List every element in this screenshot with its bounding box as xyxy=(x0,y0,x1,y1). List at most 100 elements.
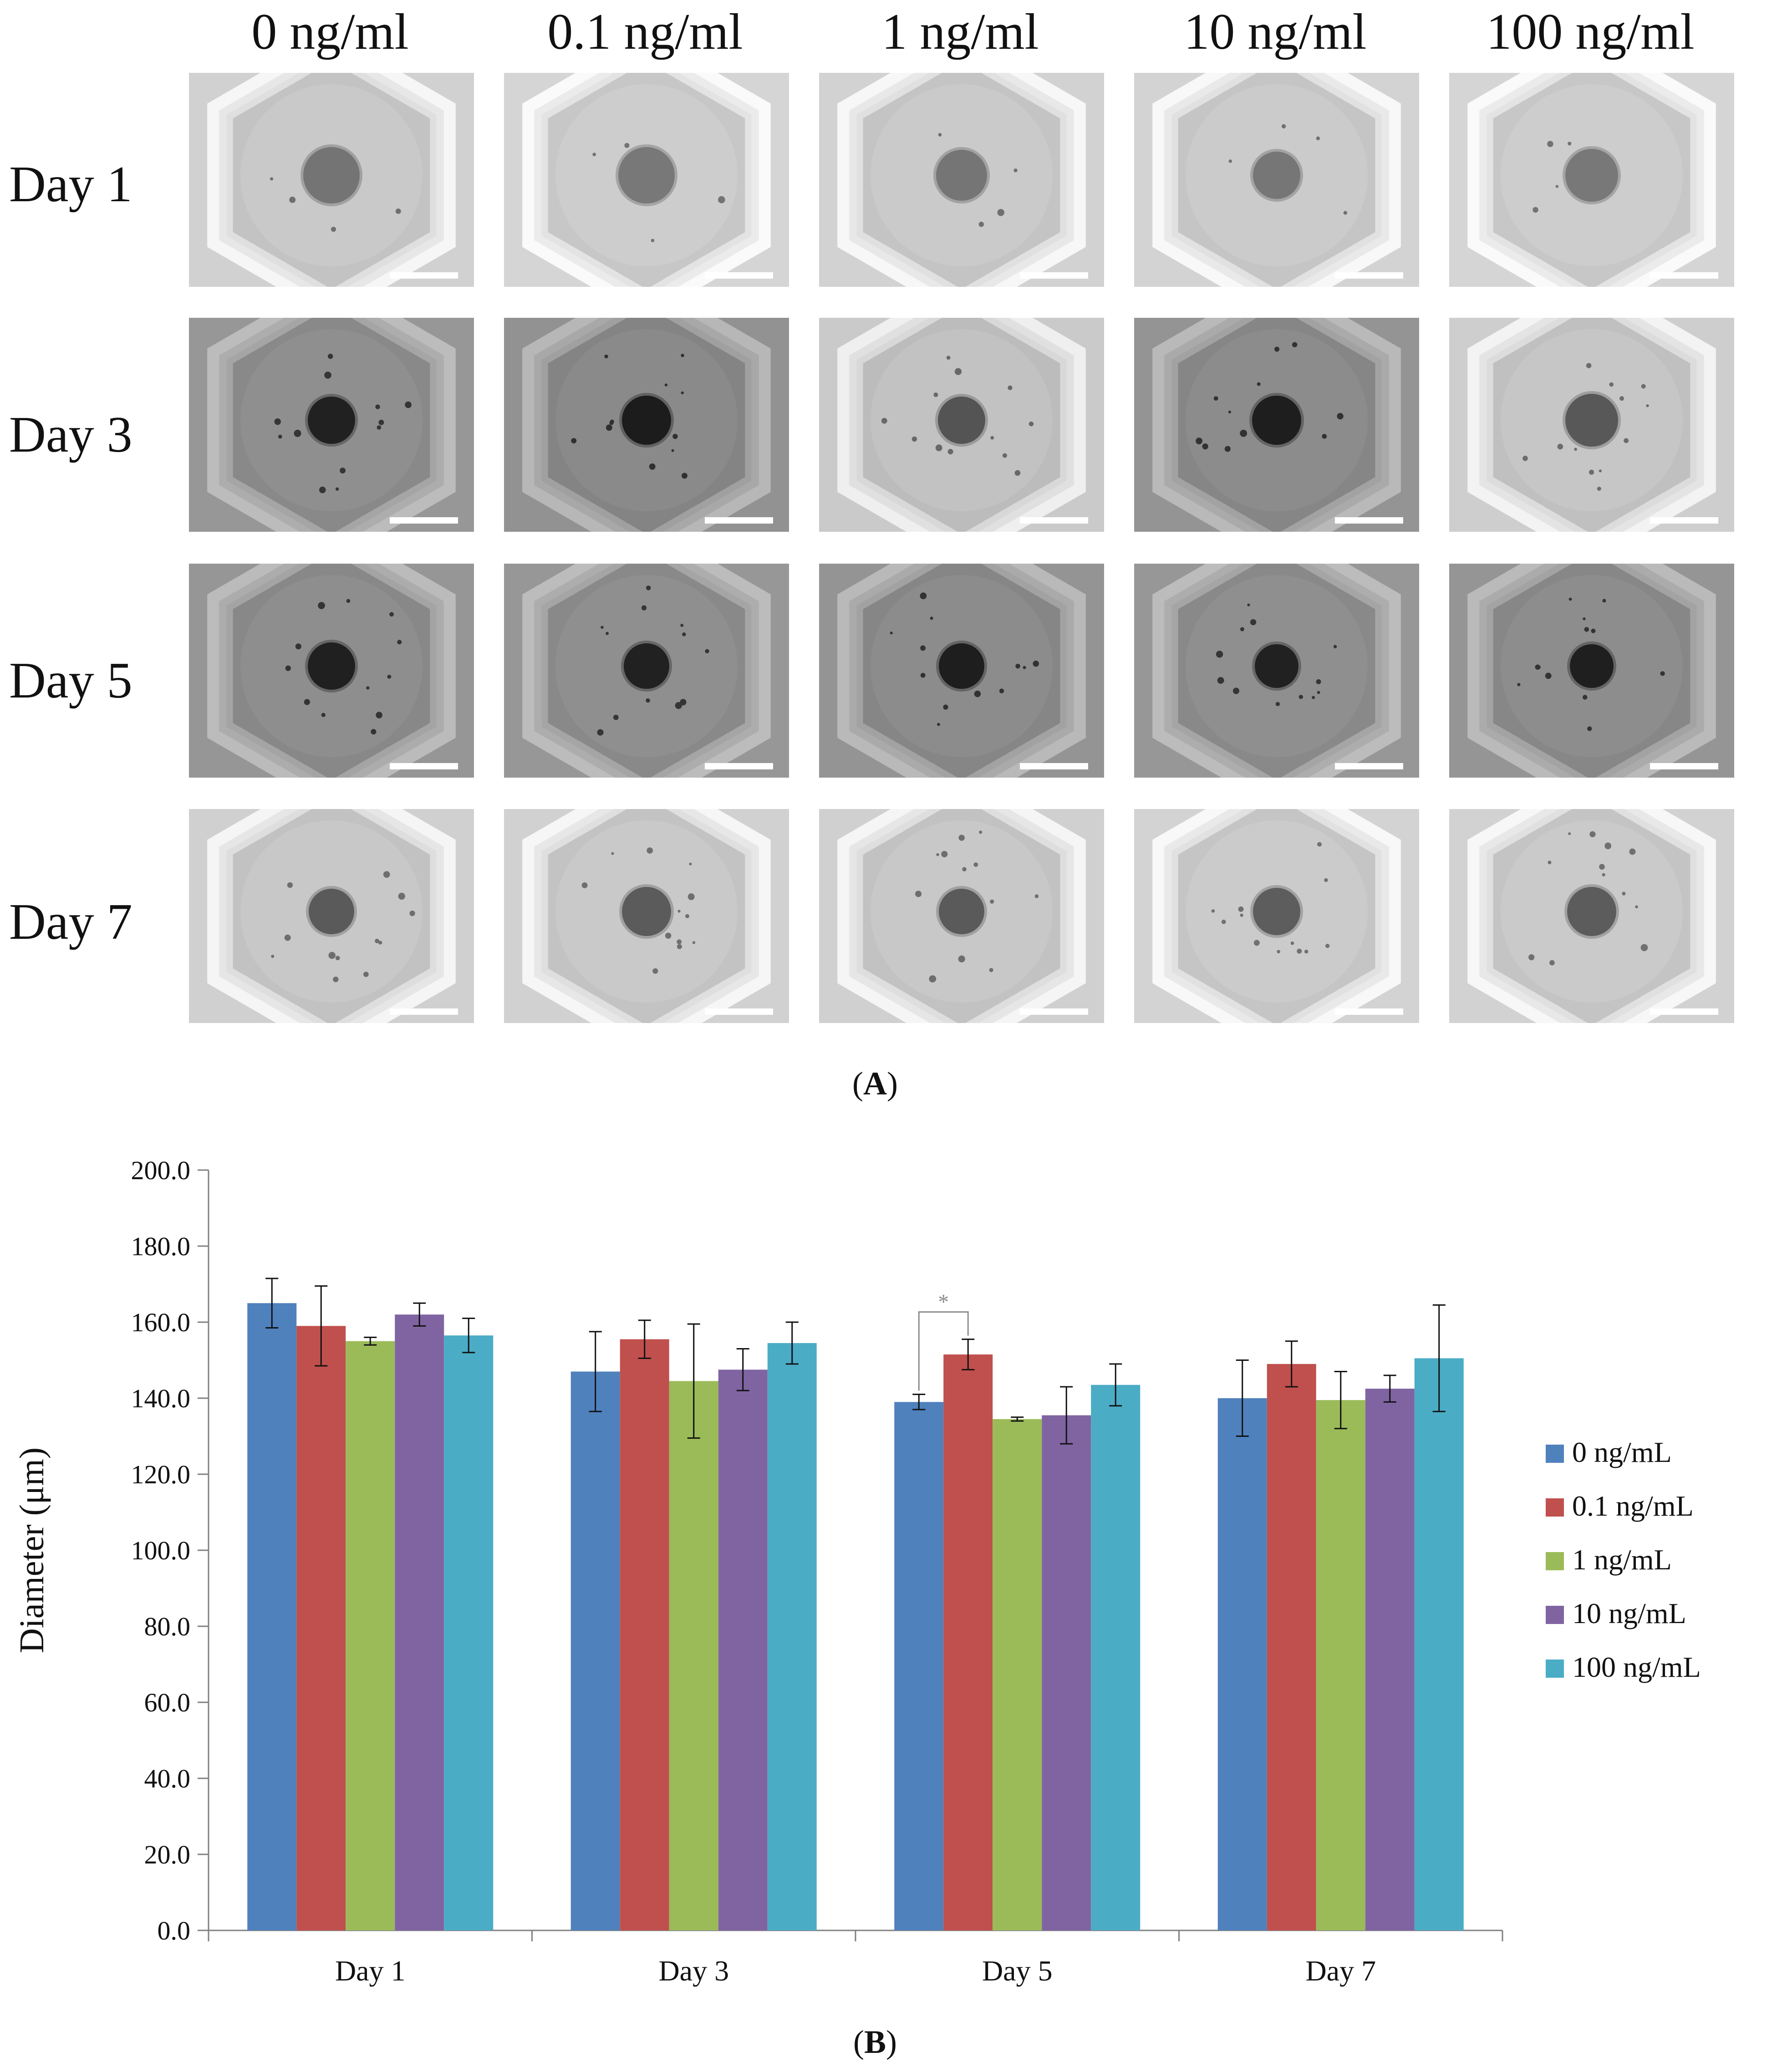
bar xyxy=(767,1343,817,1930)
microscopy-tile xyxy=(504,564,789,778)
scale-bar xyxy=(1335,517,1403,524)
column-header: 10 ng/ml xyxy=(1184,4,1367,60)
bar xyxy=(620,1339,669,1930)
microscopy-tile xyxy=(504,73,789,287)
legend-swatch xyxy=(1546,1552,1564,1570)
microscopy-tile xyxy=(189,564,474,778)
microscopy-tile xyxy=(189,318,474,532)
scale-bar xyxy=(705,517,773,524)
scale-bar xyxy=(1335,272,1403,279)
bar xyxy=(1042,1415,1091,1930)
scale-bar xyxy=(705,763,773,769)
scale-bar xyxy=(1335,763,1403,769)
bar xyxy=(669,1381,718,1930)
bar xyxy=(1267,1364,1316,1930)
microscopy-tile xyxy=(1134,564,1419,778)
y-tick-label: 40.0 xyxy=(144,1764,191,1793)
bar xyxy=(346,1341,395,1930)
significance-bracket xyxy=(918,1311,969,1391)
scale-bar xyxy=(390,517,458,524)
error-bar xyxy=(912,1394,926,1410)
error-bar xyxy=(1236,1359,1249,1437)
error-bar xyxy=(462,1318,475,1354)
error-bar xyxy=(364,1336,377,1346)
bar xyxy=(1091,1385,1141,1930)
microscopy-tile xyxy=(1449,73,1734,287)
column-header: 100 ng/ml xyxy=(1486,4,1695,60)
y-tick-label: 140.0 xyxy=(131,1384,191,1413)
y-tick-label: 180.0 xyxy=(131,1232,191,1261)
bar xyxy=(1316,1400,1365,1930)
y-tick-label: 100.0 xyxy=(131,1536,191,1565)
legend-swatch xyxy=(1546,1660,1564,1678)
error-bar xyxy=(687,1323,700,1439)
scale-bar xyxy=(1020,517,1088,524)
x-tick-label: Day 1 xyxy=(335,1955,406,1987)
error-bar xyxy=(1432,1304,1446,1412)
bar xyxy=(570,1371,620,1930)
scale-bar xyxy=(390,272,458,279)
microscopy-image-grid xyxy=(189,73,1734,1023)
microscopy-tile xyxy=(819,809,1104,1023)
x-tick-label: Day 7 xyxy=(1305,1955,1376,1987)
row-header: Day 3 xyxy=(9,407,132,463)
scale-bar xyxy=(1335,1008,1403,1015)
column-header: 1 ng/ml xyxy=(881,4,1039,60)
error-bar xyxy=(413,1302,426,1327)
scale-bar xyxy=(1650,517,1718,524)
row-header: Day 7 xyxy=(9,894,132,950)
bar xyxy=(894,1402,944,1930)
legend-label: 1 ng/mL xyxy=(1572,1543,1672,1576)
bar xyxy=(993,1419,1042,1930)
scale-bar xyxy=(1020,763,1088,769)
scale-bar xyxy=(1650,272,1718,279)
error-bar xyxy=(589,1331,602,1412)
column-header: 0.1 ng/ml xyxy=(547,4,743,60)
bar xyxy=(296,1326,346,1930)
panel-b-label: (B) xyxy=(853,2024,897,2060)
bar xyxy=(1365,1389,1415,1930)
error-bar xyxy=(1334,1371,1347,1430)
y-tick-label: 200.0 xyxy=(131,1156,191,1185)
panel-b-letter: B xyxy=(864,2024,886,2060)
bar xyxy=(1217,1398,1267,1930)
y-tick-label: 60.0 xyxy=(144,1688,191,1717)
legend-swatch xyxy=(1546,1606,1564,1624)
legend-label: 100 ng/mL xyxy=(1572,1651,1701,1683)
y-tick-label: 20.0 xyxy=(144,1840,191,1869)
microscopy-tile xyxy=(819,318,1104,532)
error-bar xyxy=(1109,1363,1122,1407)
error-bar xyxy=(1011,1416,1024,1422)
x-tick-label: Day 5 xyxy=(982,1955,1053,1987)
bar xyxy=(718,1369,768,1930)
error-bar xyxy=(1285,1340,1298,1388)
bar xyxy=(247,1303,297,1930)
legend-swatch xyxy=(1546,1498,1564,1517)
scale-bar xyxy=(1650,763,1718,769)
y-tick-label: 160.0 xyxy=(131,1308,191,1337)
microscopy-tile xyxy=(819,73,1104,287)
scale-bar xyxy=(705,272,773,279)
microscopy-tile xyxy=(504,318,789,532)
row-header: Day 5 xyxy=(9,652,132,709)
microscopy-tile xyxy=(1449,318,1734,532)
bar xyxy=(1414,1358,1464,1930)
microscopy-tile xyxy=(819,564,1104,778)
scale-bar xyxy=(390,1008,458,1015)
error-bar xyxy=(1383,1375,1396,1403)
microscopy-tile xyxy=(1134,809,1419,1023)
legend-label: 0 ng/mL xyxy=(1572,1436,1672,1468)
y-axis-label: Diameter (μm) xyxy=(13,1447,51,1653)
error-bar xyxy=(1060,1386,1073,1445)
error-bar xyxy=(638,1319,651,1359)
y-tick-label: 0.0 xyxy=(158,1916,191,1945)
error-bar xyxy=(736,1348,749,1391)
microscopy-tile xyxy=(504,809,789,1023)
microscopy-tile xyxy=(1134,73,1419,287)
scale-bar xyxy=(390,763,458,769)
significance-label: * xyxy=(938,1290,949,1314)
bar xyxy=(395,1314,444,1930)
y-tick-label: 80.0 xyxy=(144,1612,191,1641)
microscopy-tile xyxy=(1134,318,1419,532)
